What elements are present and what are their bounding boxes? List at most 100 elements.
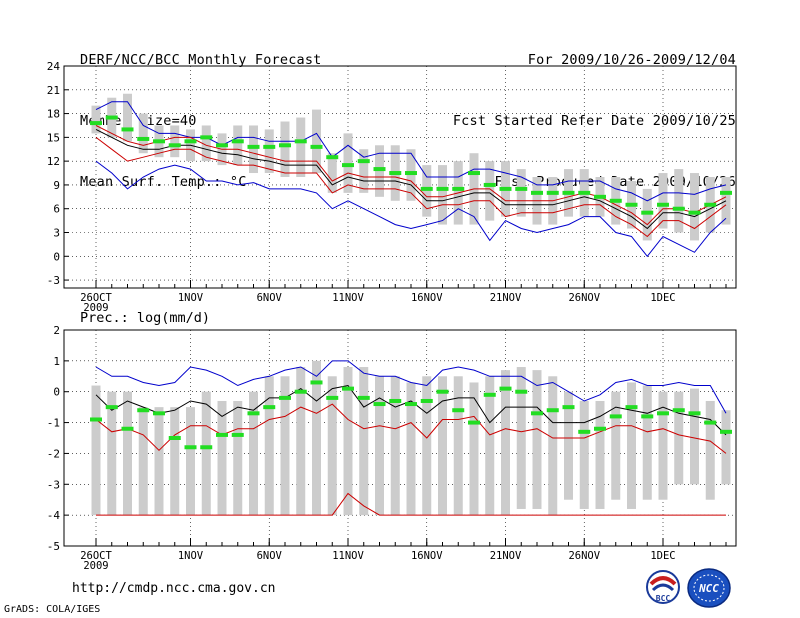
temp-box	[658, 173, 668, 229]
temp-marker	[672, 206, 685, 211]
prec-xtick-label: 1NOV	[178, 550, 204, 562]
ncc-logo: NCC	[687, 568, 731, 608]
prec-box	[154, 407, 164, 516]
prec-marker	[483, 392, 496, 397]
temp-marker	[389, 171, 402, 176]
temp-marker	[310, 144, 323, 149]
temp-xtick-label: 1DEC	[650, 292, 675, 304]
temp-marker	[263, 144, 276, 149]
prec-xtick-year-label: 2009	[83, 560, 108, 572]
prec-line-mean	[95, 384, 727, 436]
prec-box	[107, 391, 117, 516]
temp-marker	[468, 171, 480, 176]
temp-marker	[704, 202, 717, 207]
temp-marker	[405, 171, 417, 176]
temp-xtick-label: 6NOV	[257, 292, 283, 304]
prec-box	[611, 391, 621, 500]
prec-marker	[326, 395, 339, 400]
prec-box	[501, 370, 510, 516]
prec-ytick-label: 2	[53, 324, 60, 337]
prec-ytick-label: -2	[47, 447, 60, 460]
temp-marker	[657, 202, 669, 207]
prec-marker	[720, 429, 732, 434]
prec-box	[705, 400, 715, 500]
prec-xtick-label: 16NOV	[411, 550, 443, 562]
temp-xtick-label: 1NOV	[178, 292, 204, 304]
source-url[interactable]: http://cmdp.ncc.cma.gov.cn	[72, 581, 276, 596]
prec-box	[359, 367, 369, 516]
temp-box	[91, 105, 101, 134]
prec-box	[390, 376, 400, 516]
temp-box	[438, 165, 447, 225]
temp-box	[485, 161, 495, 221]
temp-ytick-label: 9	[53, 179, 60, 192]
prec-marker	[90, 417, 102, 422]
prec-marker	[121, 426, 134, 431]
temp-xtick-label: 26OCT	[80, 292, 112, 304]
prec-panel-title: Prec.: log(mm/d)	[80, 310, 210, 326]
prec-box	[690, 388, 699, 485]
prec-box	[564, 391, 573, 500]
temp-marker	[578, 190, 591, 195]
prec-xtick-label: 26OCT	[80, 550, 112, 562]
temp-ytick-label: 6	[53, 203, 60, 216]
prec-marker	[137, 408, 150, 413]
prec-marker	[405, 402, 417, 407]
temp-xtick-label: 21NOV	[490, 292, 522, 304]
prec-box	[375, 376, 384, 516]
prec-marker	[609, 414, 622, 419]
prec-box	[138, 407, 148, 516]
prec-marker	[625, 405, 638, 410]
prec-marker	[657, 411, 669, 416]
temp-line-min	[95, 160, 727, 258]
prec-box	[438, 376, 447, 516]
temp-marker	[153, 139, 165, 144]
prec-box	[217, 400, 227, 516]
temp-marker	[436, 186, 449, 191]
temp-marker	[279, 143, 291, 148]
prec-box	[548, 376, 558, 516]
temp-box	[249, 125, 258, 174]
prec-marker	[247, 411, 260, 416]
temp-xtick-label: 26NOV	[568, 292, 600, 304]
temp-line-lower	[95, 137, 727, 238]
prec-marker	[499, 386, 512, 391]
temp-marker	[609, 198, 622, 203]
temp-marker	[294, 139, 307, 144]
temp-ytick-label: -3	[47, 274, 60, 287]
temp-marker	[200, 135, 213, 140]
prec-line-max	[95, 360, 727, 414]
prec-marker	[704, 420, 717, 425]
temp-marker	[546, 190, 559, 195]
ncc-logo-text: NCC	[698, 582, 719, 595]
temp-box	[312, 109, 321, 174]
prec-marker	[389, 398, 402, 403]
prec-marker	[216, 432, 228, 437]
prec-marker	[200, 445, 213, 450]
prec-marker	[641, 414, 654, 419]
prec-box	[280, 376, 290, 516]
temp-marker	[562, 190, 575, 195]
temp-marker	[90, 121, 102, 126]
temp-line-mean	[95, 128, 727, 230]
prec-box	[516, 367, 526, 509]
temp-box	[138, 113, 148, 154]
prec-box	[296, 367, 306, 516]
prec-marker	[452, 408, 465, 413]
temp-xtick-year-label: 2009	[83, 302, 108, 314]
temp-box	[296, 117, 306, 177]
prec-box	[485, 376, 495, 516]
prec-box	[469, 382, 479, 516]
prec-marker	[105, 405, 118, 410]
prec-marker	[231, 432, 244, 437]
temp-ytick-label: 18	[47, 108, 60, 121]
prec-box	[595, 400, 605, 509]
temp-ytick-label: 3	[53, 227, 60, 240]
prec-line-min	[96, 492, 726, 516]
prec-box	[422, 376, 432, 516]
prec-box	[327, 376, 337, 516]
temp-marker	[373, 167, 386, 172]
prec-marker	[420, 398, 433, 403]
